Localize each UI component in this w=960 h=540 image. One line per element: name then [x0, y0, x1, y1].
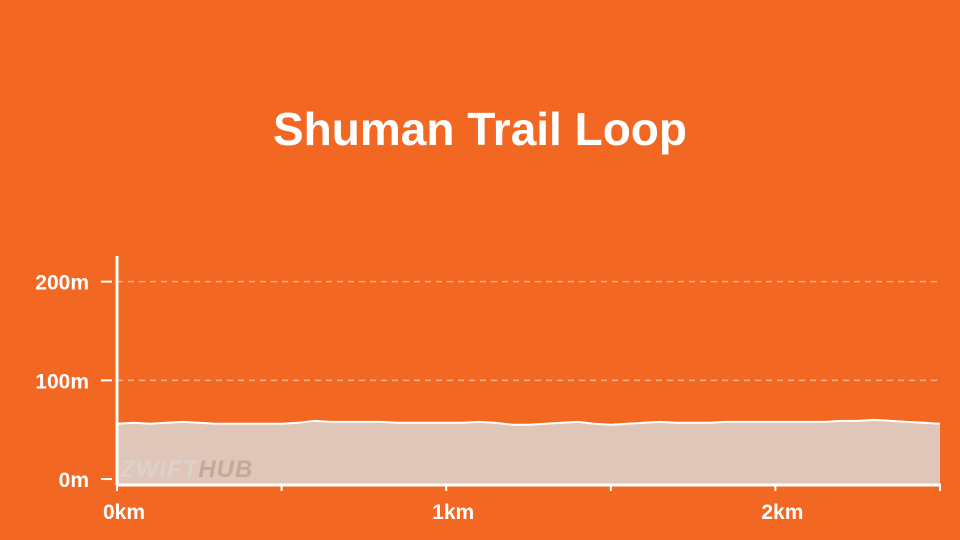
elevation-area	[116, 418, 941, 485]
watermark-logo: ZWIFTHUB	[119, 456, 253, 483]
y-tick-label: 0m	[59, 469, 89, 492]
y-tick-label: 200m	[35, 272, 89, 295]
watermark-part-hub: HUB	[198, 456, 253, 483]
elevation-line	[116, 418, 941, 426]
elevation-area-fill	[117, 419, 940, 485]
x-tick-label: 0km	[103, 501, 145, 524]
watermark-part-zwift: ZWIFT	[119, 456, 200, 483]
axes	[101, 256, 941, 491]
tick-labels: 0m 100m 200m 0km 1km 2km	[35, 272, 803, 524]
chart-title: Shuman Trail Loop	[272, 103, 688, 155]
watermark-text: ZWIFTHUB	[119, 456, 253, 483]
x-tick-label: 1km	[432, 501, 474, 524]
x-tick-label: 2km	[761, 501, 803, 524]
y-tick-label: 100m	[35, 370, 89, 393]
